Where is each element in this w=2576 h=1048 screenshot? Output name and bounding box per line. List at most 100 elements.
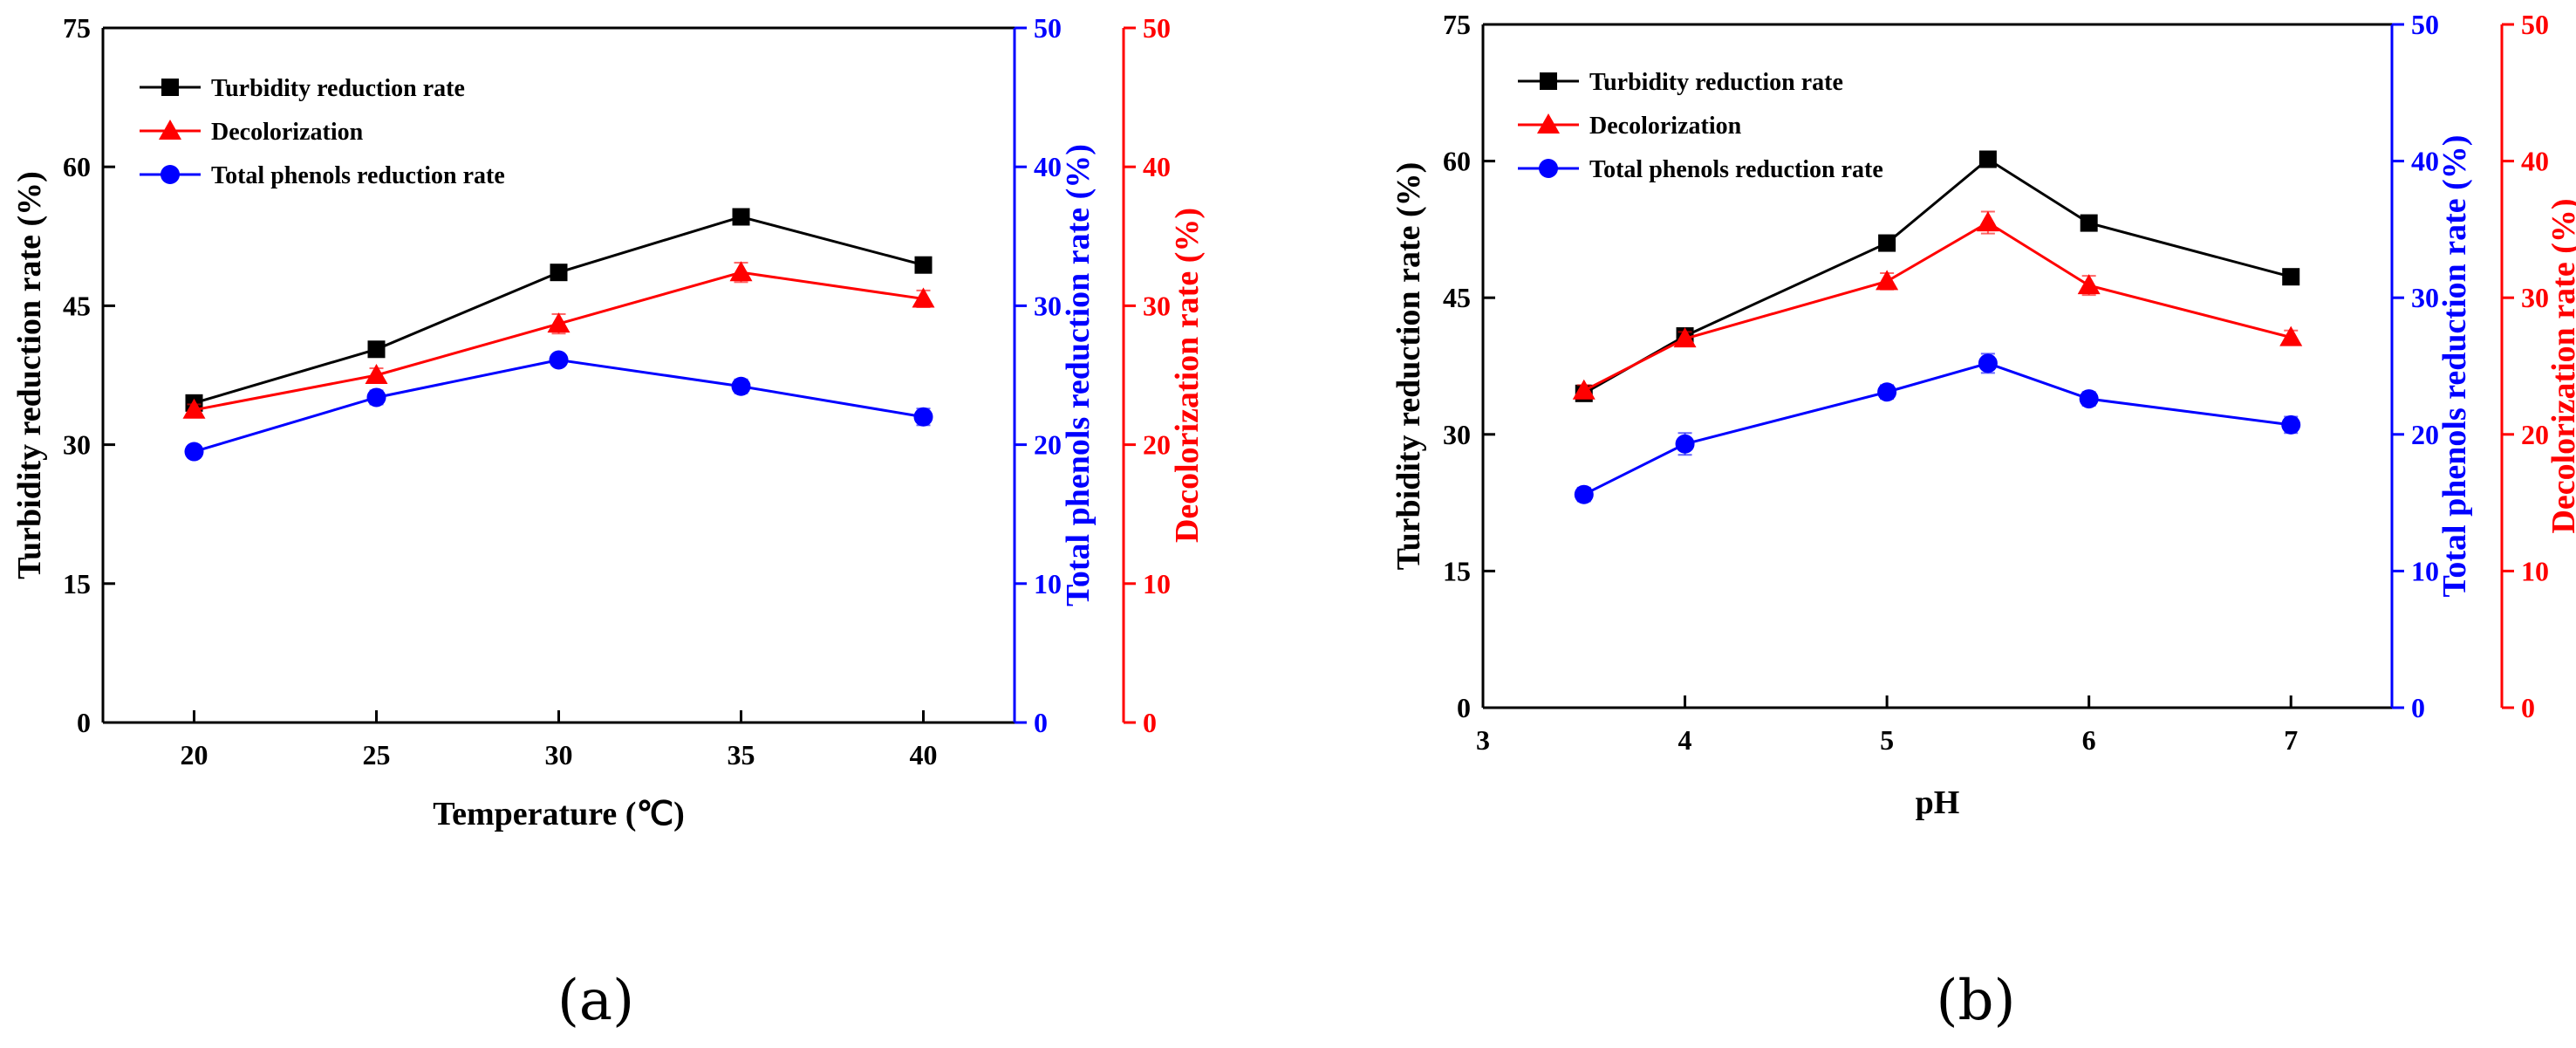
right1-tick-label: 10 [2411, 555, 2439, 586]
data-point [550, 264, 568, 282]
data-point [2281, 414, 2301, 435]
data-point [1876, 270, 1899, 291]
data-point [729, 261, 753, 282]
data-point [184, 442, 204, 462]
legend-marker [1539, 159, 1558, 178]
data-point [2282, 268, 2300, 286]
x-tick-label: 3 [1476, 724, 1490, 756]
legend-label: Turbidity reduction rate [1589, 69, 1843, 96]
left-tick-label: 30 [1443, 419, 1471, 450]
series-line [194, 271, 924, 412]
data-point [547, 312, 571, 333]
left-tick-label: 60 [1443, 146, 1471, 177]
legend-marker [161, 165, 180, 184]
legend-label: Decolorization [1589, 113, 1742, 140]
left-tick-label: 75 [1443, 9, 1471, 40]
right2-tick-label: 30 [1143, 290, 1171, 321]
right2-tick-label: 0 [1143, 707, 1157, 738]
right1-tick-label: 40 [1034, 151, 1062, 182]
right1-tick-label: 40 [2411, 146, 2439, 177]
right1-tick-label: 10 [1034, 568, 1062, 599]
x-tick-label: 6 [2082, 724, 2096, 756]
data-point [2080, 214, 2098, 232]
right1-tick-label: 0 [1034, 707, 1048, 738]
x-tick-label: 20 [181, 739, 208, 771]
legend-marker [1537, 113, 1560, 134]
right2-tick-label: 10 [2521, 555, 2549, 586]
left-tick-label: 45 [63, 290, 91, 321]
right1-tick-label: 0 [2411, 692, 2425, 723]
data-point [366, 387, 386, 408]
right1-tick-label: 50 [1034, 12, 1062, 44]
right2-axis-label: Decolorization rate (%) [2545, 198, 2576, 533]
left-tick-label: 60 [63, 151, 91, 182]
data-point [1574, 484, 1594, 504]
x-tick-label: 40 [910, 739, 938, 771]
series-line [1583, 361, 2292, 497]
right2-axis-label: Decolorization rate (%) [1169, 208, 1206, 543]
left-tick-label: 15 [63, 568, 91, 599]
legend-label: Total phenols reduction rate [1589, 156, 1883, 183]
right2-tick-label: 0 [2521, 692, 2535, 723]
data-point [1572, 379, 1595, 400]
data-point [1878, 234, 1896, 252]
x-tick-label: 5 [1880, 724, 1894, 756]
x-axis-label: pH [1916, 784, 1960, 821]
x-tick-label: 35 [728, 739, 755, 771]
left-tick-label: 45 [1443, 282, 1471, 313]
data-point [2077, 274, 2101, 295]
legend-label: Turbidity reduction rate [211, 75, 465, 102]
panel-label: (a) [557, 969, 634, 1033]
data-point [1877, 382, 1897, 402]
left-tick-label: 75 [63, 12, 91, 44]
right1-tick-label: 30 [2411, 282, 2439, 313]
series-line [1583, 157, 2292, 395]
x-tick-label: 30 [545, 739, 573, 771]
data-point [1675, 434, 1695, 454]
legend-label: Decolorization [211, 119, 364, 146]
left-axis-label: Turbidity reduction rate (%) [11, 171, 48, 579]
data-point [1976, 211, 1999, 232]
right2-tick-label: 20 [1143, 429, 1171, 461]
data-point [2279, 325, 2303, 346]
series-line [1583, 221, 2292, 393]
data-point [365, 364, 388, 384]
right1-axis-label: Total phenols reduction rate (%) [2436, 135, 2473, 598]
x-tick-label: 4 [1678, 724, 1692, 756]
data-point [1978, 353, 1998, 373]
panel-label: (b) [1937, 969, 2016, 1033]
right2-tick-label: 30 [2521, 282, 2549, 313]
right1-tick-label: 50 [2411, 9, 2439, 40]
data-point [367, 340, 386, 359]
data-point [732, 208, 750, 226]
right2-tick-label: 50 [1143, 12, 1171, 44]
legend-marker [1540, 72, 1557, 90]
legend-label: Total phenols reduction rate [211, 162, 505, 189]
right2-tick-label: 10 [1143, 568, 1171, 599]
data-point [1673, 327, 1697, 348]
left-tick-label: 0 [77, 707, 91, 738]
x-axis-label: Temperature (℃) [433, 796, 685, 832]
data-point [2079, 389, 2099, 409]
data-point [731, 376, 751, 396]
left-axis-label: Turbidity reduction rate (%) [1390, 162, 1427, 571]
right1-tick-label: 20 [1034, 429, 1062, 461]
data-point [913, 407, 933, 427]
data-point [549, 350, 569, 370]
series-line [194, 358, 924, 453]
legend-marker [159, 120, 181, 140]
right2-tick-label: 50 [2521, 9, 2549, 40]
x-tick-label: 7 [2284, 724, 2298, 756]
right1-tick-label: 20 [2411, 419, 2439, 450]
series-line [194, 215, 924, 405]
left-tick-label: 0 [1457, 692, 1471, 723]
right1-tick-label: 30 [1034, 290, 1062, 321]
data-point [914, 256, 933, 274]
data-point [912, 287, 935, 308]
left-tick-label: 30 [63, 429, 91, 461]
right2-tick-label: 20 [2521, 419, 2549, 450]
data-point [1978, 150, 1997, 168]
left-tick-label: 15 [1443, 555, 1471, 586]
legend-marker [161, 79, 179, 96]
